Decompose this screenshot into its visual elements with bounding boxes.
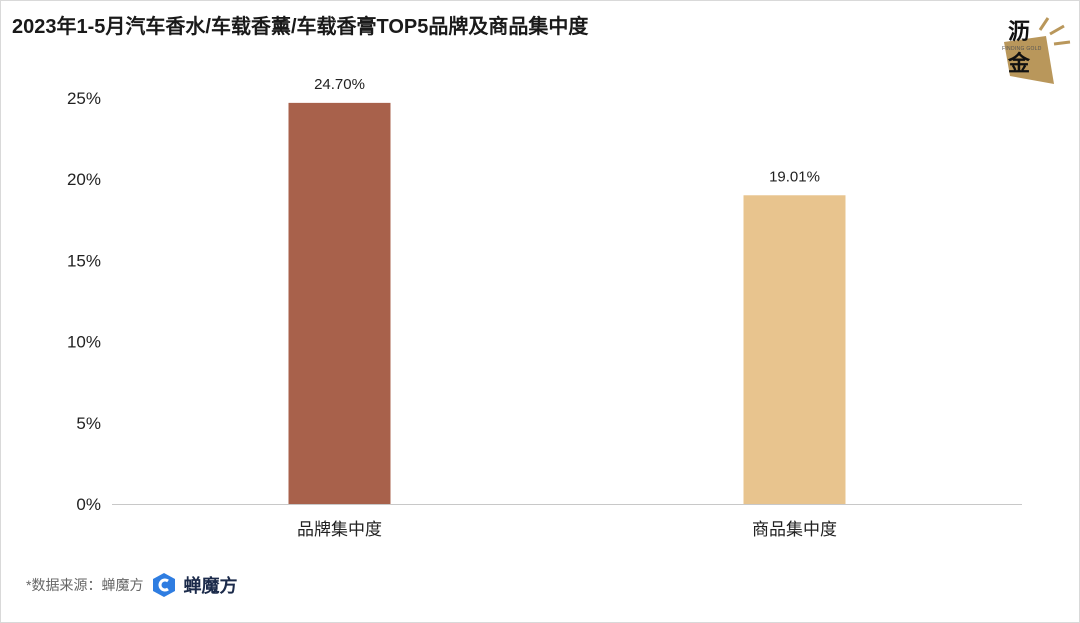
x-category-label: 商品集中度 xyxy=(752,520,837,539)
y-tick-label: 10% xyxy=(67,333,101,352)
bar xyxy=(743,195,846,505)
bar xyxy=(288,102,391,504)
y-tick-label: 15% xyxy=(67,251,101,270)
y-tick-label: 25% xyxy=(67,89,101,108)
bar-data-label: 19.01% xyxy=(769,168,820,185)
footer: *数据来源：蝉魔方 蝉魔方 xyxy=(26,570,237,600)
logo-char-bottom: 金 xyxy=(1008,51,1031,76)
data-source-label: *数据来源：蝉魔方 xyxy=(26,577,144,593)
brand-name: 蝉魔方 xyxy=(183,576,238,596)
y-tick-label: 0% xyxy=(76,495,101,514)
logo-graphic-icon xyxy=(1004,17,1071,84)
bar-data-label: 24.70% xyxy=(314,76,365,93)
x-category-label: 品牌集中度 xyxy=(297,520,382,539)
y-tick-label: 20% xyxy=(67,170,101,189)
chart-title: 2023年1-5月汽车香水/车载香薰/车载香膏TOP5品牌及商品集中度 xyxy=(12,16,589,38)
chanmofang-logo-icon xyxy=(153,573,176,597)
logo-subtext: FINDING GOLD xyxy=(1002,46,1042,52)
y-tick-label: 5% xyxy=(76,414,101,433)
logo-char-top: 沥 xyxy=(1008,19,1031,44)
lijin-logo: 沥 FINDING GOLD 金 xyxy=(990,16,1074,88)
